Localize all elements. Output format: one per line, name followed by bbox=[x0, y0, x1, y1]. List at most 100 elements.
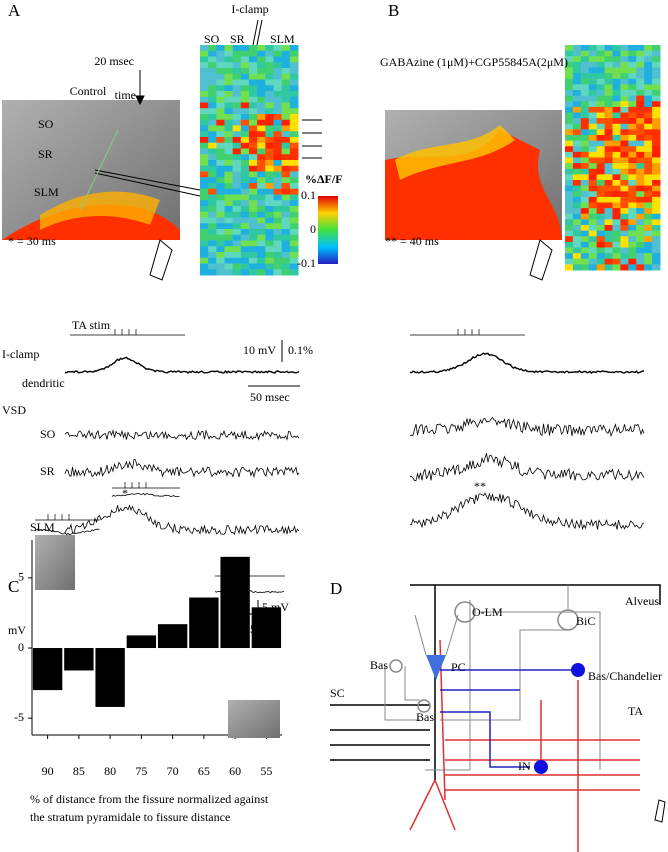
vsd-map-cell bbox=[588, 129, 598, 136]
vsd-map-cell bbox=[652, 253, 661, 260]
vsd-map-cell bbox=[249, 177, 258, 184]
vsd-map-cell bbox=[216, 240, 225, 247]
vsd-map-cell bbox=[289, 119, 299, 126]
vsd-map-cell bbox=[289, 68, 299, 75]
vsd-map-cell bbox=[249, 217, 258, 224]
vsd-map-cell bbox=[620, 101, 629, 108]
vsd-map-cell bbox=[200, 119, 209, 126]
label: I-clamp bbox=[2, 347, 39, 361]
trace bbox=[64, 504, 300, 536]
vsd-map-cell bbox=[273, 148, 283, 155]
vsd-map-cell bbox=[652, 168, 661, 175]
vsd-map-cell bbox=[596, 253, 606, 260]
vsd-map-cell bbox=[604, 118, 613, 125]
vsd-map-cell bbox=[240, 56, 250, 63]
vsd-map-cell bbox=[636, 129, 645, 136]
vsd-map-cell bbox=[240, 211, 250, 218]
vsd-map-cell bbox=[200, 269, 209, 276]
vsd-map-cell bbox=[565, 168, 574, 175]
vsd-map-cell bbox=[216, 194, 225, 201]
vsd-map-cell bbox=[257, 234, 266, 241]
vsd-map-cell bbox=[644, 258, 653, 265]
vsd-map-cell bbox=[588, 112, 598, 119]
vsd-map-cell bbox=[216, 148, 225, 155]
vsd-map-cell bbox=[240, 234, 250, 241]
vsd-map-cell bbox=[208, 188, 217, 195]
vsd-map-cell bbox=[588, 241, 598, 248]
vsd-map-cell bbox=[249, 263, 258, 270]
vsd-map-cell bbox=[281, 114, 291, 121]
vsd-map-cell bbox=[232, 102, 242, 109]
vsd-map-cell bbox=[636, 225, 645, 232]
vsd-map-cell bbox=[620, 163, 629, 170]
trace bbox=[64, 356, 300, 374]
label: SLM bbox=[270, 32, 295, 46]
vsd-map-cell bbox=[612, 196, 621, 203]
vsd-map-cell bbox=[273, 108, 283, 115]
vsd-map-cell bbox=[652, 101, 661, 108]
vsd-map-cell bbox=[224, 252, 234, 259]
vsd-map-cell bbox=[257, 211, 266, 218]
vsd-map-cell bbox=[257, 68, 266, 75]
vsd-map-cell bbox=[588, 163, 598, 170]
vsd-map-cell bbox=[232, 108, 242, 115]
vsd-map-cell bbox=[644, 56, 653, 63]
vsd-map-cell bbox=[588, 73, 598, 80]
vsd-map-cell bbox=[232, 56, 242, 63]
vsd-map-cell bbox=[216, 85, 225, 92]
trace bbox=[64, 458, 300, 479]
vsd-map-cell bbox=[565, 95, 574, 102]
vsd-map-cell bbox=[249, 257, 258, 264]
colorbar bbox=[318, 196, 338, 264]
vsd-map-cell bbox=[249, 119, 258, 126]
vsd-map-cell bbox=[249, 194, 258, 201]
vsd-map-cell bbox=[572, 50, 582, 57]
label: PC bbox=[451, 660, 466, 674]
vsd-map-cell bbox=[565, 191, 574, 198]
vsd-map-cell bbox=[232, 85, 242, 92]
vsd-map-cell bbox=[200, 56, 209, 63]
vsd-map-cell bbox=[273, 102, 283, 109]
vsd-map-cell bbox=[580, 73, 590, 80]
vsd-map-cell bbox=[612, 61, 621, 68]
vsd-map-cell bbox=[572, 219, 582, 226]
vsd-map-cell bbox=[604, 230, 613, 237]
vsd-map-cell bbox=[224, 183, 234, 190]
vsd-map-cell bbox=[265, 206, 274, 213]
vsd-map-cell bbox=[249, 154, 258, 161]
vsd-map-cell bbox=[596, 185, 606, 192]
vsd-map-cell bbox=[240, 131, 250, 138]
vsd-map-cell bbox=[572, 56, 582, 63]
vsd-map-cell bbox=[636, 264, 645, 271]
vsd-map-cell bbox=[604, 247, 613, 254]
vsd-map-cell bbox=[628, 247, 637, 254]
vsd-map-cell bbox=[224, 45, 234, 52]
vsd-map-cell bbox=[620, 123, 629, 130]
vsd-map-cell bbox=[289, 148, 299, 155]
vsd-map-cell bbox=[224, 114, 234, 121]
vsd-map-cell bbox=[565, 45, 574, 52]
y-tick-label: -5 bbox=[14, 710, 24, 724]
vsd-map-cell bbox=[620, 236, 629, 243]
vsd-map-cell bbox=[580, 230, 590, 237]
vsd-map-cell bbox=[652, 213, 661, 220]
vsd-map-cell bbox=[628, 236, 637, 243]
label: SR bbox=[230, 32, 245, 46]
vsd-map-cell bbox=[232, 68, 242, 75]
vsd-map-cell bbox=[249, 246, 258, 253]
label: SC bbox=[330, 686, 345, 700]
trace bbox=[410, 352, 645, 374]
vsd-map-cell bbox=[281, 257, 291, 264]
vsd-map-cell bbox=[596, 123, 606, 130]
vsd-map-cell bbox=[628, 219, 637, 226]
vsd-map-cell bbox=[604, 185, 613, 192]
vsd-map-cell bbox=[208, 194, 217, 201]
vsd-map-cell bbox=[240, 102, 250, 109]
vsd-map-cell bbox=[265, 102, 274, 109]
vsd-map-cell bbox=[580, 225, 590, 232]
vsd-map-cell bbox=[644, 61, 653, 68]
vsd-map-cell bbox=[240, 206, 250, 213]
vsd-map-cell bbox=[216, 165, 225, 172]
vsd-map-cell bbox=[232, 240, 242, 247]
vsd-map-cell bbox=[604, 135, 613, 142]
